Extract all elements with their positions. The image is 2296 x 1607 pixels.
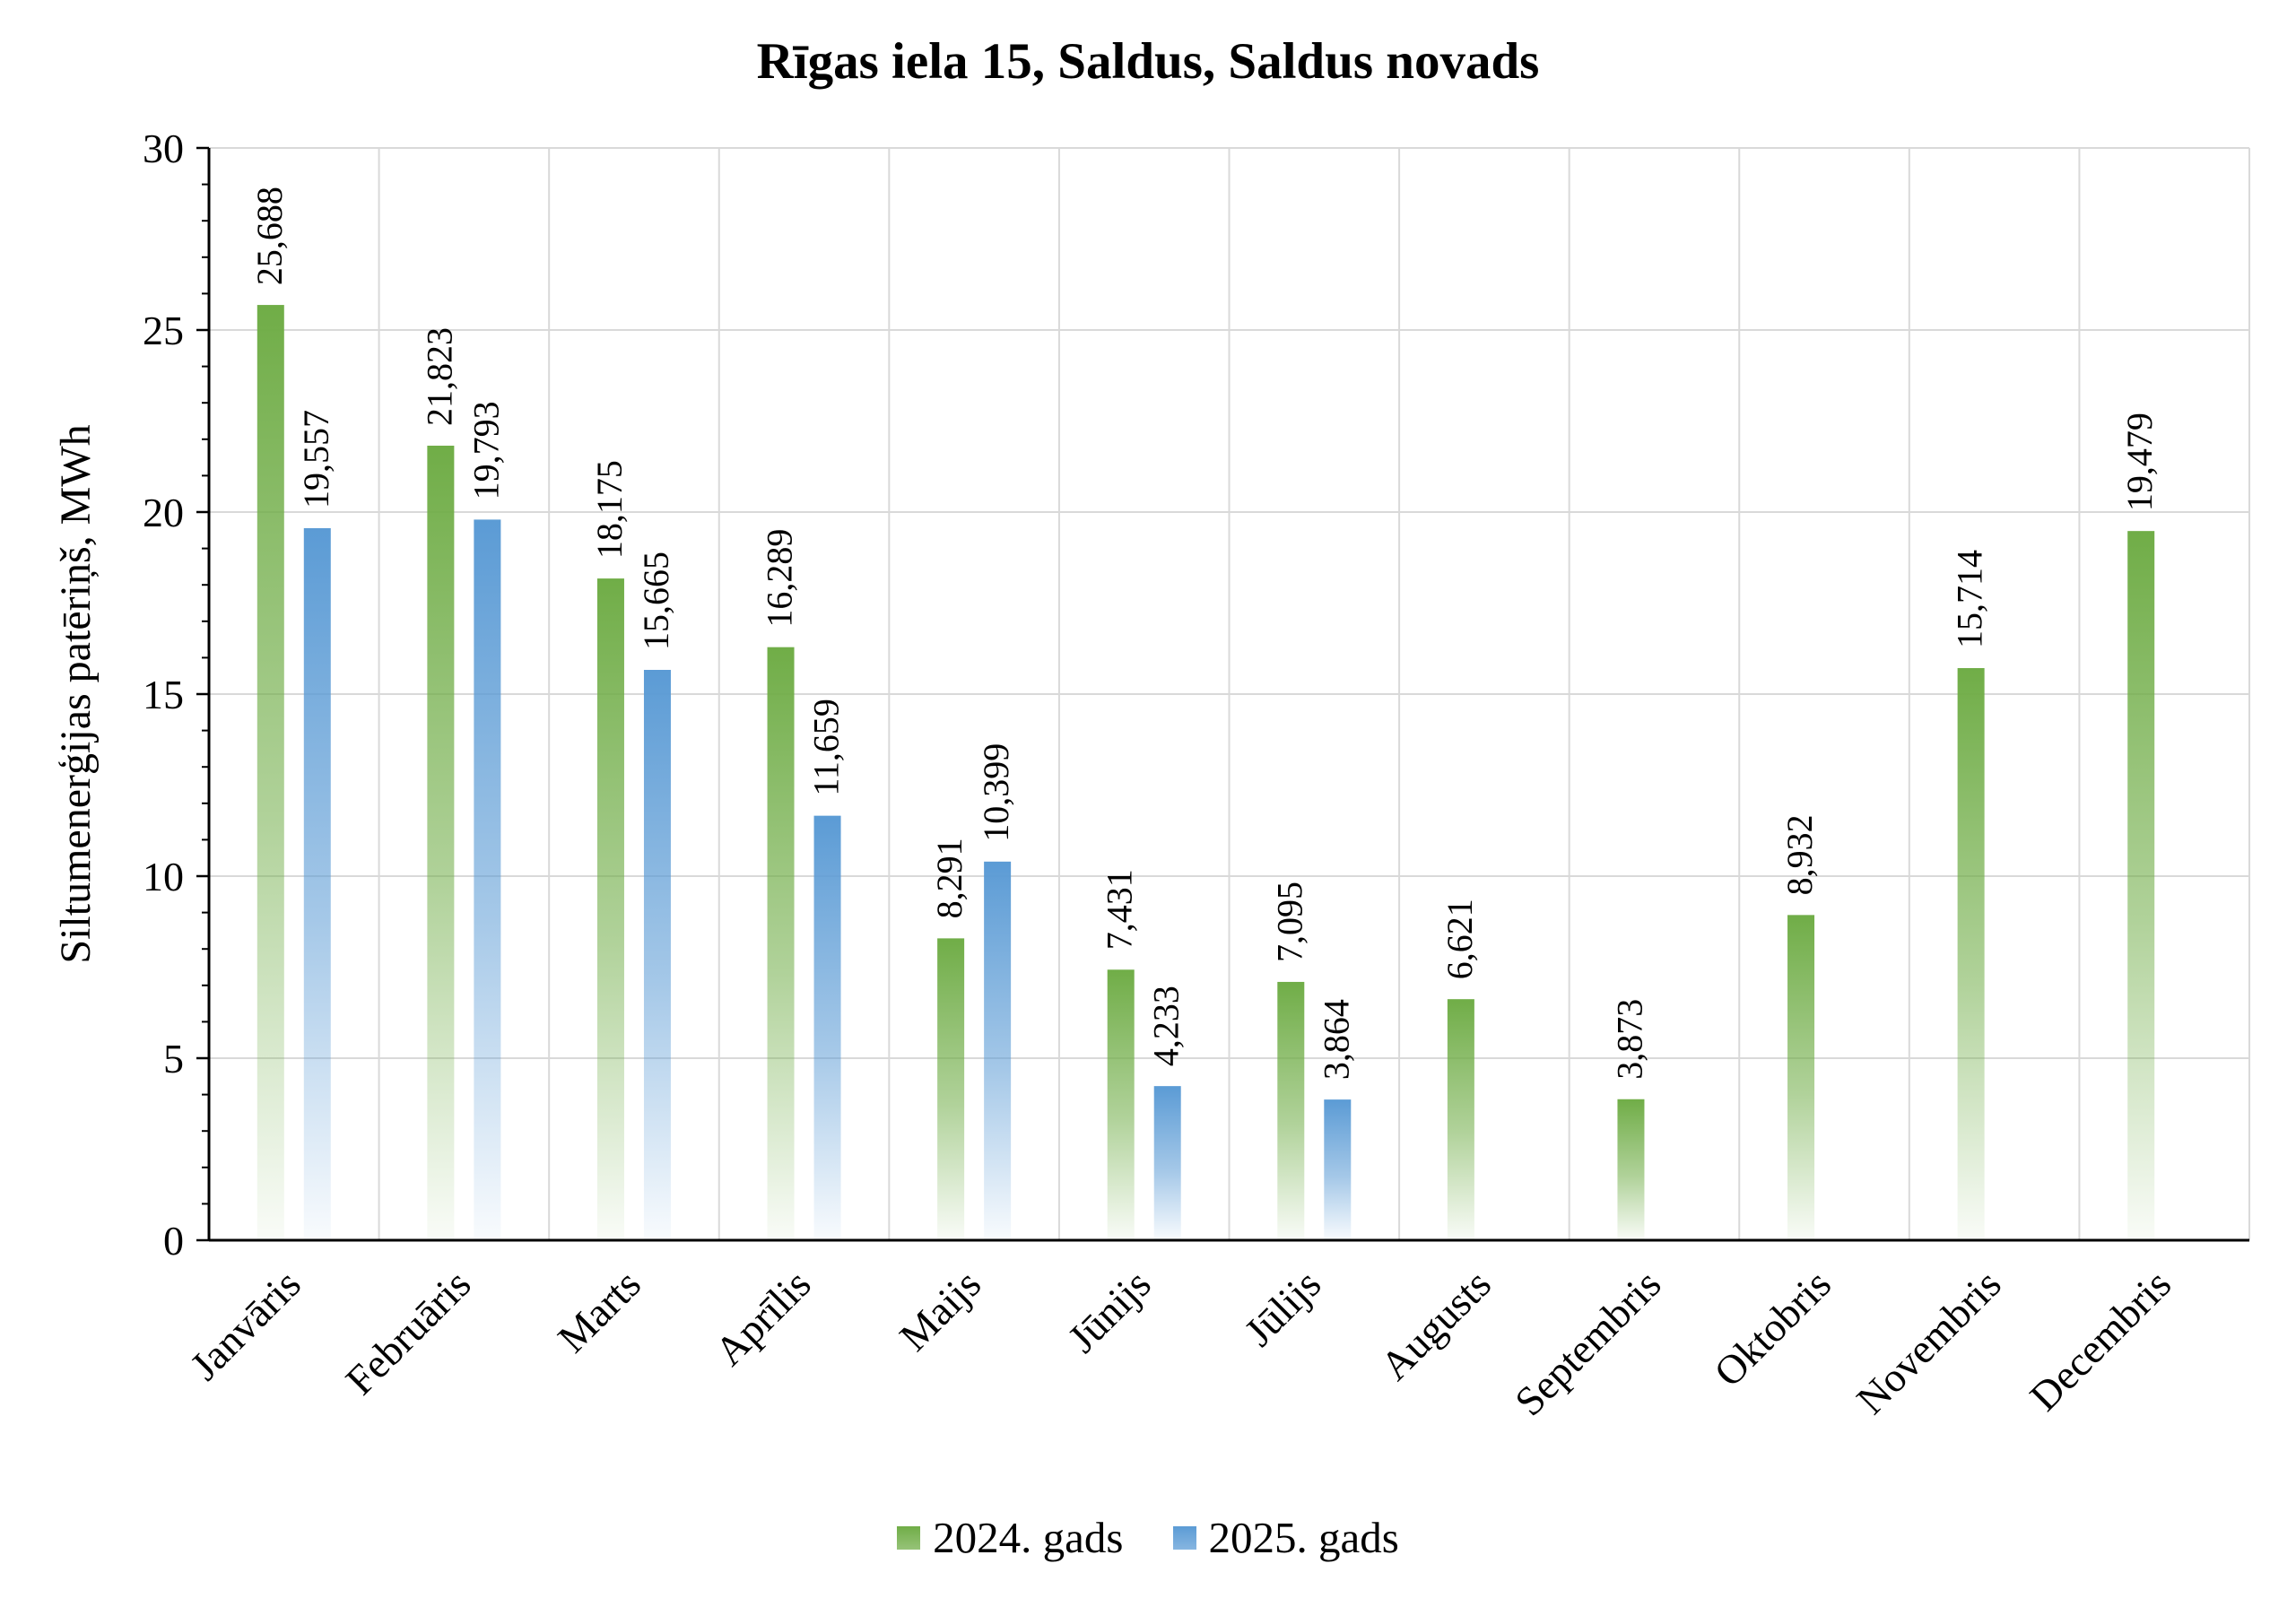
bar-2024-5[interactable] (1107, 969, 1135, 1240)
bar-2024-0[interactable] (257, 305, 284, 1241)
data-label: 8,291 (929, 838, 970, 918)
data-label: 10,399 (976, 743, 1016, 842)
bar-2025-4[interactable] (984, 861, 1012, 1240)
y-tick-label: 10 (143, 854, 184, 899)
axes (196, 146, 2249, 1242)
bar-2024-7[interactable] (1447, 999, 1474, 1240)
y-tick-label: 20 (143, 490, 184, 535)
x-tick-label: Jūlijs (1236, 1261, 1330, 1355)
data-label: 19,793 (465, 401, 506, 499)
y-axis-title: Siltumenerģijas patēriņš, MWh (52, 424, 100, 963)
x-tick-label: Novembris (1848, 1261, 2010, 1423)
data-label: 19,557 (296, 410, 336, 508)
legend-swatch-2024 (897, 1525, 921, 1550)
y-tick-label: 25 (143, 308, 184, 353)
legend-swatch-2025 (1172, 1525, 1196, 1550)
x-tick-label: Oktobris (1705, 1261, 1839, 1395)
data-label: 18,175 (589, 460, 630, 559)
bar-2025-5[interactable] (1153, 1086, 1181, 1240)
data-label: 11,659 (806, 699, 847, 796)
chart-title: Rīgas iela 15, Saldus, Saldus novads (756, 33, 1540, 90)
data-label: 25,688 (249, 187, 290, 285)
bar-2024-3[interactable] (767, 647, 795, 1240)
x-tick-label: Augusts (1371, 1261, 1500, 1389)
bar-2024-9[interactable] (1787, 915, 1815, 1240)
bar-2025-2[interactable] (643, 670, 671, 1240)
data-label: 15,665 (636, 552, 676, 650)
data-label: 16,289 (760, 529, 800, 628)
data-label: 6,621 (1439, 899, 1480, 979)
bar-2024-11[interactable] (2127, 531, 2155, 1240)
gridlines (209, 147, 2250, 1240)
x-tick-label: Februāris (337, 1261, 480, 1403)
y-tick-label: 15 (143, 672, 184, 717)
legend-item-2025[interactable]: 2025. gads (1172, 1512, 1399, 1563)
data-label: 4,233 (1146, 986, 1187, 1066)
data-label: 15,714 (1950, 550, 1990, 648)
x-tick-label: Marts (549, 1261, 649, 1361)
y-tick-label: 0 (163, 1218, 184, 1264)
y-tick-label: 30 (143, 126, 184, 171)
bar-2025-0[interactable] (303, 527, 331, 1240)
x-tick-label: Aprīlis (706, 1261, 819, 1374)
data-label: 19,479 (2119, 413, 2160, 511)
bar-2025-3[interactable] (813, 815, 841, 1240)
x-tick-label: Maijs (891, 1261, 989, 1359)
bar-2024-8[interactable] (1617, 1099, 1645, 1240)
data-label: 3,864 (1316, 999, 1356, 1080)
legend-label-2024: 2024. gads (933, 1513, 1124, 1562)
bar-2025-1[interactable] (474, 519, 501, 1240)
data-label: 8,932 (1779, 814, 1820, 895)
data-label: 3,873 (1609, 999, 1649, 1080)
x-tick-label: Janvāris (181, 1261, 309, 1389)
bars (257, 305, 2155, 1241)
bar-2024-10[interactable] (1957, 668, 1985, 1240)
legend: 2024. gads 2025. gads (0, 1512, 2296, 1563)
x-tick-label: Jūnijs (1059, 1261, 1160, 1361)
bar-2024-6[interactable] (1277, 981, 1305, 1240)
bar-2025-6[interactable] (1324, 1099, 1352, 1240)
x-tick-label: Septembris (1506, 1261, 1669, 1424)
legend-item-2024[interactable]: 2024. gads (897, 1512, 1124, 1563)
y-tick-label: 5 (163, 1036, 184, 1081)
data-label: 21,823 (419, 327, 459, 426)
data-label: 7,431 (1100, 869, 1140, 950)
data-label: 7,095 (1269, 882, 1309, 962)
bar-2024-1[interactable] (427, 445, 455, 1240)
legend-label-2025: 2025. gads (1208, 1513, 1399, 1562)
bar-2024-4[interactable] (937, 938, 965, 1240)
x-tick-label: Decembris (2021, 1261, 2179, 1420)
bar-2024-2[interactable] (596, 578, 624, 1240)
